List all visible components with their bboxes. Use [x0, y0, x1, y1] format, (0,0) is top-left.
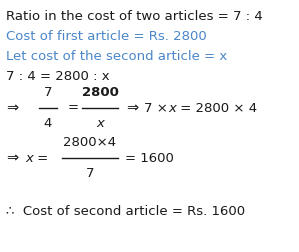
Text: 7 : 4 = 2800 : x: 7 : 4 = 2800 : x — [6, 70, 110, 83]
Text: 7 ×: 7 × — [144, 102, 172, 114]
Text: 4: 4 — [44, 117, 52, 130]
Text: ⇒: ⇒ — [6, 101, 18, 115]
Text: Ratio in the cost of two articles = 7 : 4: Ratio in the cost of two articles = 7 : … — [6, 10, 263, 23]
Text: = 1600: = 1600 — [125, 151, 174, 165]
Text: 7: 7 — [86, 167, 94, 180]
Text: ⇒: ⇒ — [6, 150, 18, 166]
Text: = 2800 × 4: = 2800 × 4 — [176, 102, 257, 114]
Text: x: x — [96, 117, 104, 130]
Text: x =: x = — [25, 151, 48, 165]
Text: ∴  Cost of second article = Rs. 1600: ∴ Cost of second article = Rs. 1600 — [6, 205, 245, 218]
Text: Cost of first article = Rs. 2800: Cost of first article = Rs. 2800 — [6, 30, 207, 43]
Text: 7: 7 — [44, 86, 52, 99]
Text: 2800×4: 2800×4 — [63, 136, 117, 149]
Text: ⇒: ⇒ — [126, 101, 138, 115]
Text: Let cost of the second article = x: Let cost of the second article = x — [6, 50, 227, 63]
Text: 2800: 2800 — [82, 86, 118, 99]
Text: =: = — [68, 102, 79, 114]
Text: x: x — [168, 102, 176, 114]
